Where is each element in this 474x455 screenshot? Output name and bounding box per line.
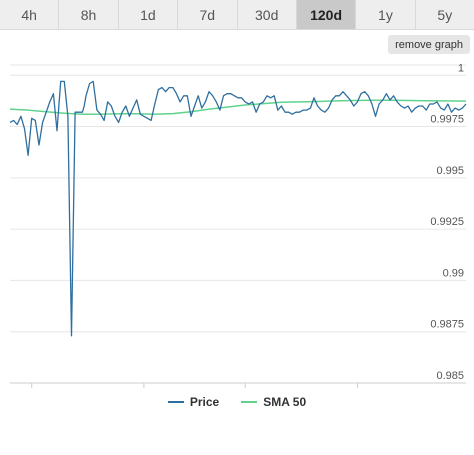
series-line-sma (9, 99, 467, 115)
legend-item-price[interactable]: Price (167, 395, 220, 409)
timeframe-tabs: 4h 8h 1d 7d 30d 120d 1y 5y (0, 0, 474, 30)
series-line-price (9, 80, 467, 337)
x-axis: Jan '26 Feb '26 Mar '26 Apr '26 (10, 382, 466, 392)
y-tick-label: 1 (458, 62, 464, 74)
y-tick-label: 0.9975 (430, 114, 464, 126)
tab-8h[interactable]: 8h (59, 0, 119, 29)
remove-graph-button[interactable]: remove graph (388, 35, 470, 54)
tab-7d[interactable]: 7d (178, 0, 238, 29)
y-tick-label: 0.995 (436, 165, 464, 177)
y-tick-label: 0.985 (436, 370, 464, 382)
x-tick-label: Mar '26 (227, 391, 263, 392)
legend-item-sma[interactable]: SMA 50 (241, 395, 306, 409)
chart-legend: Price SMA 50 (0, 392, 474, 412)
tab-120d[interactable]: 120d (296, 0, 357, 29)
tab-5y[interactable]: 5y (437, 6, 453, 23)
chart-series (9, 80, 467, 337)
tab-4h[interactable]: 4h (0, 0, 60, 29)
x-tick-label: Apr '26 (340, 391, 375, 392)
tab-1y[interactable]: 1y (356, 0, 416, 29)
y-tick-label: 0.99 (443, 267, 464, 279)
tab-30d[interactable]: 30d (238, 0, 297, 29)
legend-swatch-sma (241, 401, 258, 403)
x-tick-label: Jan '26 (14, 391, 49, 392)
x-tick-label: Feb '26 (126, 391, 162, 392)
y-tick-label: 0.9875 (430, 319, 464, 331)
tab-1d[interactable]: 1d (119, 0, 179, 29)
legend-swatch-price (167, 401, 184, 403)
legend-label-sma: SMA 50 (263, 395, 307, 409)
legend-label-price: Price (189, 395, 220, 409)
y-axis-labels: 1 0.9975 0.995 0.9925 0.99 0.9875 0.985 (430, 62, 464, 382)
y-tick-label: 0.9925 (430, 216, 464, 228)
price-chart: 1 0.9975 0.995 0.9925 0.99 0.9875 0.985 Jan '2… (9, 62, 467, 392)
